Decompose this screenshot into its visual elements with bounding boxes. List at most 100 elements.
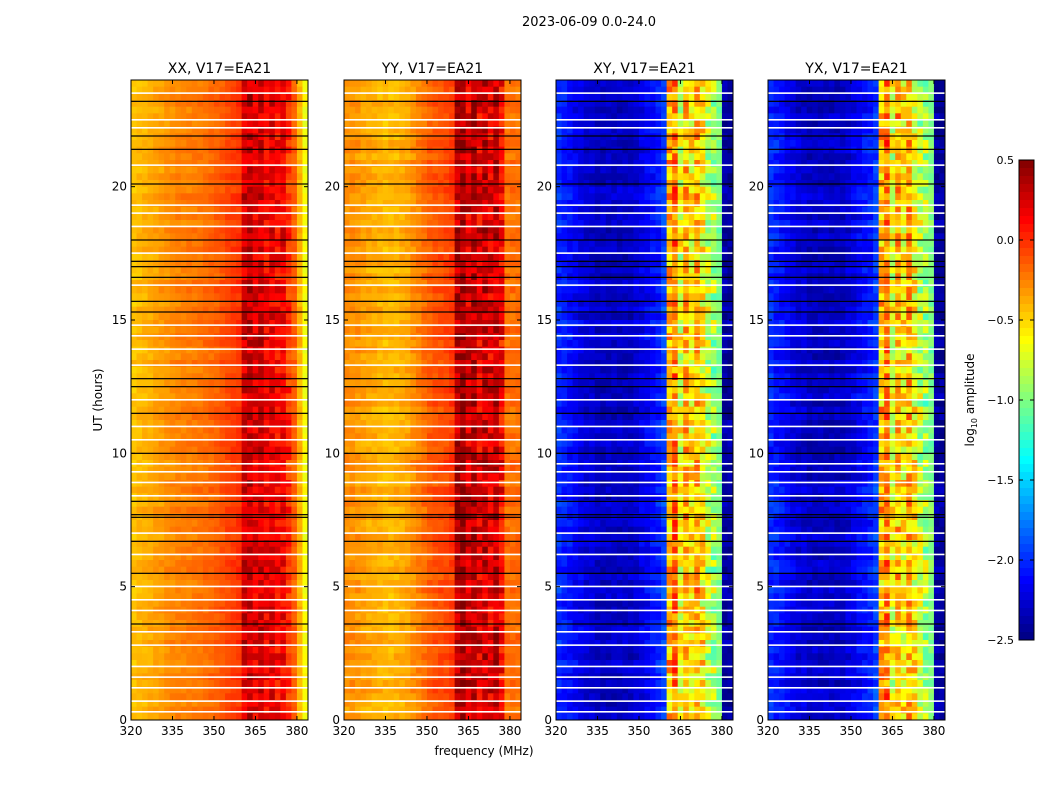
heatmap-cell: [225, 426, 231, 434]
heatmap-cell: [410, 306, 417, 314]
heatmap-cell: [197, 86, 204, 94]
heatmap-cell: [449, 193, 456, 201]
heatmap-cell: [180, 646, 187, 654]
heatmap-cell: [202, 493, 209, 501]
heatmap-cell: [164, 500, 171, 508]
heatmap-cell: [164, 306, 171, 314]
heatmap-cell: [208, 693, 215, 701]
heatmap-cell: [393, 400, 400, 408]
heatmap-cell: [247, 406, 254, 414]
heatmap-cell: [432, 400, 439, 408]
heatmap-cell: [360, 86, 367, 94]
heatmap-cell: [131, 480, 137, 488]
flagged-row: [131, 532, 308, 534]
heatmap-cell: [258, 366, 265, 374]
heatmap-cell: [169, 406, 176, 414]
heatmap-cell: [191, 93, 198, 101]
heatmap-cell: [482, 406, 489, 414]
heatmap-cell: [258, 193, 265, 201]
heatmap-cell: [147, 300, 154, 308]
heatmap-cell: [186, 413, 193, 421]
heatmap-cell: [454, 166, 461, 174]
heatmap-cell: [180, 593, 187, 601]
heatmap-cell: [241, 106, 248, 114]
heatmap-cell: [136, 440, 143, 448]
heatmap-cell: [131, 206, 137, 214]
heatmap-cell: [142, 520, 148, 528]
heatmap-cell: [349, 366, 356, 374]
heatmap-cell: [393, 113, 400, 121]
heatmap-cell: [421, 280, 428, 288]
heatmap-cell: [147, 340, 154, 348]
heatmap-cell: [415, 213, 422, 221]
heatmap-cell: [258, 566, 265, 574]
heatmap-cell: [344, 173, 350, 181]
heatmap-cell: [197, 500, 204, 508]
heatmap-cell: [504, 206, 511, 214]
heatmap-cell: [471, 366, 478, 374]
heatmap-cell: [509, 206, 516, 214]
heatmap-cell: [366, 113, 373, 121]
heatmap-cell: [493, 306, 500, 314]
heatmap-cell: [404, 433, 411, 441]
heatmap-cell: [197, 166, 204, 174]
heatmap-cell: [213, 186, 220, 194]
heatmap-cell: [219, 486, 226, 494]
heatmap-cell: [142, 286, 148, 294]
heatmap-cell: [344, 226, 350, 234]
heatmap-cell: [169, 300, 176, 308]
heatmap-cell: [236, 680, 243, 688]
heatmap-cell: [147, 260, 154, 268]
heatmap-cell: [247, 226, 254, 234]
heatmap-cell: [421, 240, 428, 248]
heatmap-cell: [258, 466, 265, 474]
heatmap-cell: [219, 286, 226, 294]
heatmap-cell: [285, 213, 292, 221]
heatmap-cell: [191, 573, 198, 581]
heatmap-cell: [147, 233, 154, 241]
heatmap-cell: [399, 173, 406, 181]
heatmap-cell: [147, 473, 154, 481]
heatmap-cell: [202, 413, 209, 421]
heatmap-cell: [230, 213, 237, 221]
heatmap-cell: [274, 560, 281, 568]
heatmap-cell: [285, 306, 292, 314]
heatmap-cell: [213, 713, 220, 721]
heatmap-cell: [269, 153, 276, 161]
heatmap-cell: [377, 340, 384, 348]
heatmap-cell: [186, 420, 193, 428]
heatmap-cell: [197, 100, 204, 108]
heatmap-cell: [164, 646, 171, 654]
heatmap-cell: [509, 113, 516, 121]
heatmap-cell: [274, 426, 281, 434]
heatmap-cell: [493, 446, 500, 454]
heatmap-cell: [258, 573, 265, 581]
heatmap-cell: [186, 140, 193, 148]
heatmap-cell: [291, 473, 298, 481]
heatmap-cell: [175, 86, 182, 94]
heatmap-cell: [252, 326, 259, 334]
heatmap-cell: [142, 93, 148, 101]
heatmap-cell: [498, 433, 505, 441]
heatmap-cell: [263, 526, 270, 534]
scan-boundary-line: [131, 378, 308, 380]
heatmap-cell: [263, 320, 270, 328]
heatmap-cell: [274, 366, 281, 374]
heatmap-cell: [349, 446, 356, 454]
heatmap-cell: [302, 120, 309, 128]
heatmap-cell: [164, 133, 171, 141]
heatmap-cell: [136, 633, 143, 641]
heatmap-cell: [415, 433, 422, 441]
heatmap-cell: [280, 293, 287, 301]
heatmap-cell: [169, 553, 176, 561]
heatmap-cell: [371, 340, 378, 348]
heatmap-cell: [213, 220, 220, 228]
heatmap-cell: [230, 200, 237, 208]
heatmap-cell: [197, 646, 204, 654]
heatmap-cell: [263, 173, 270, 181]
heatmap-cell: [360, 413, 367, 421]
heatmap-cell: [153, 100, 160, 108]
heatmap-cell: [476, 406, 483, 414]
heatmap-cell: [285, 360, 292, 368]
heatmap-cell: [186, 680, 193, 688]
